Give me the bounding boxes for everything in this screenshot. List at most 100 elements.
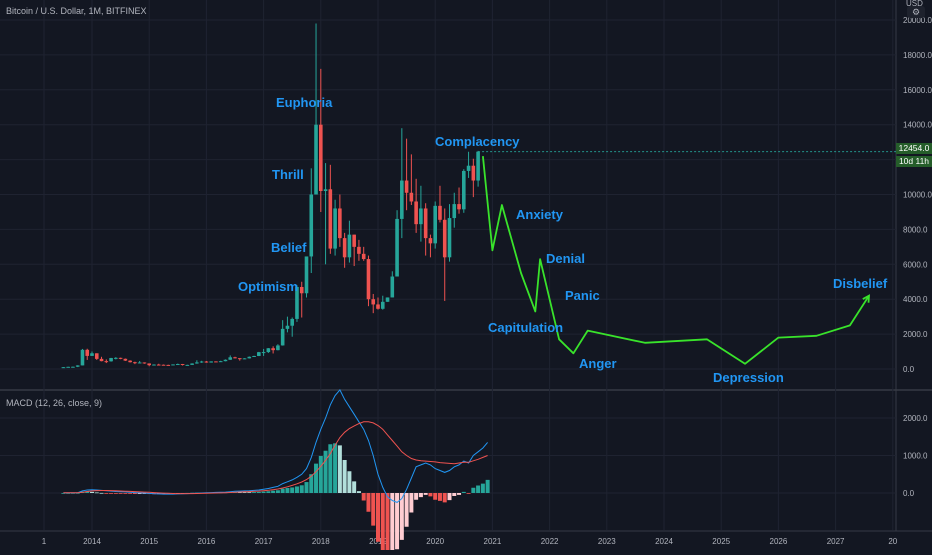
macd-histogram-bar [414,493,419,500]
gear-icon[interactable]: ⚙ [907,6,925,18]
candle-body [75,365,80,367]
price-tick-label: 14000.0 [903,121,932,130]
macd-histogram-bar [299,485,304,493]
projection-line [482,156,870,365]
candle-body [361,253,366,260]
macd-histogram-bar [337,445,342,493]
candle-body [433,205,437,244]
phase-label-disbelief: Disbelief [833,276,888,291]
candle-body [252,355,256,357]
macd-histogram-bar [104,493,109,494]
candle-body [342,238,347,258]
macd-histogram-bar [266,491,271,493]
macd-histogram-bar [399,493,404,540]
candles-group [61,23,480,369]
candle-body [166,364,171,366]
macd-histogram-bar [328,444,333,493]
price-tick-label: 18000.0 [903,51,932,60]
candle-body [156,364,161,366]
price-tick-label: 2000.0 [903,330,928,339]
candle-body [280,328,285,346]
macd-histogram-bar [476,485,481,493]
candle-body [285,325,290,329]
time-tick-label: 2023 [598,537,616,546]
time-tick-label: 2017 [255,537,273,546]
candle-body [428,238,433,244]
macd-histogram-bar [395,493,400,550]
time-tick-label: 2014 [83,537,101,546]
candle-body [247,356,252,359]
last-price-tag: 12454.0 [896,143,932,154]
candle-body [347,234,352,258]
macd-histogram-bar [457,493,462,495]
phase-label-euphoria: Euphoria [276,95,333,110]
macd-histogram-bar [309,474,314,493]
candle-body [176,364,180,366]
macd-histogram-bar [390,493,395,553]
candle-body [123,358,128,361]
macd-histogram-bar [123,493,128,494]
candle-body [395,218,399,277]
candle-body [295,286,299,319]
candle-body [380,301,385,309]
macd-histogram-bar [66,493,71,494]
phase-label-denial: Denial [546,251,586,266]
candle-body [442,219,447,258]
macd-histogram-bar [347,471,352,493]
macd-tick-label: 0.0 [903,489,915,498]
candle-body [61,367,66,369]
macd-histogram-bar [333,443,338,493]
candle-body [233,357,237,359]
candle-body [242,358,247,360]
candle-body [385,297,390,302]
macd-histogram-bar [314,463,319,493]
macd-histogram-bar [461,491,466,493]
macd-histogram-bar [137,493,142,494]
candle-body [99,358,104,362]
candle-body [104,361,109,363]
phase-label-complacency: Complacency [435,134,520,149]
time-tick-label: 20 [888,537,897,546]
candle-body [409,192,414,202]
candle-body [376,304,380,309]
candle-body [276,345,280,351]
phase-label-anger: Anger [579,356,617,371]
candle-body [457,204,461,210]
candle-body [147,363,151,366]
macd-histogram-bar [113,493,118,494]
macd-histogram-bar [385,493,390,555]
macd-histogram-bar [75,492,80,494]
macd-histogram-bar [428,493,433,497]
candle-body [390,276,395,298]
macd-histogram-bar [271,490,276,493]
time-tick-label: 2025 [712,537,730,546]
candle-body [314,124,318,195]
candle-body [299,286,304,294]
macd-histogram-bar [376,493,380,542]
time-tick-label: 2016 [198,537,216,546]
candle-body [328,189,333,249]
signal-line [63,421,488,495]
macd-histogram-bar [275,490,280,493]
phase-label-depression: Depression [713,370,784,385]
macd-histogram-bar [118,493,123,494]
macd-histogram-bar [437,493,442,501]
phase-label-thrill: Thrill [272,167,304,182]
macd-histogram-bar [342,460,347,493]
macd-histogram-bar [466,493,471,494]
candle-body [323,189,328,192]
macd-histogram-bar [252,492,257,493]
candle-body [423,208,428,239]
candle-body [257,352,261,356]
candle-body [218,361,223,363]
macd-histogram-bar [352,481,357,493]
candle-body [66,366,70,368]
countdown-tag: 10d 11h [896,156,932,167]
candle-body [338,208,342,239]
candle-body [290,318,294,326]
phase-label-belief: Belief [271,240,307,255]
macd-histogram-bar [99,492,104,494]
macd-histogram-bar [290,487,295,493]
